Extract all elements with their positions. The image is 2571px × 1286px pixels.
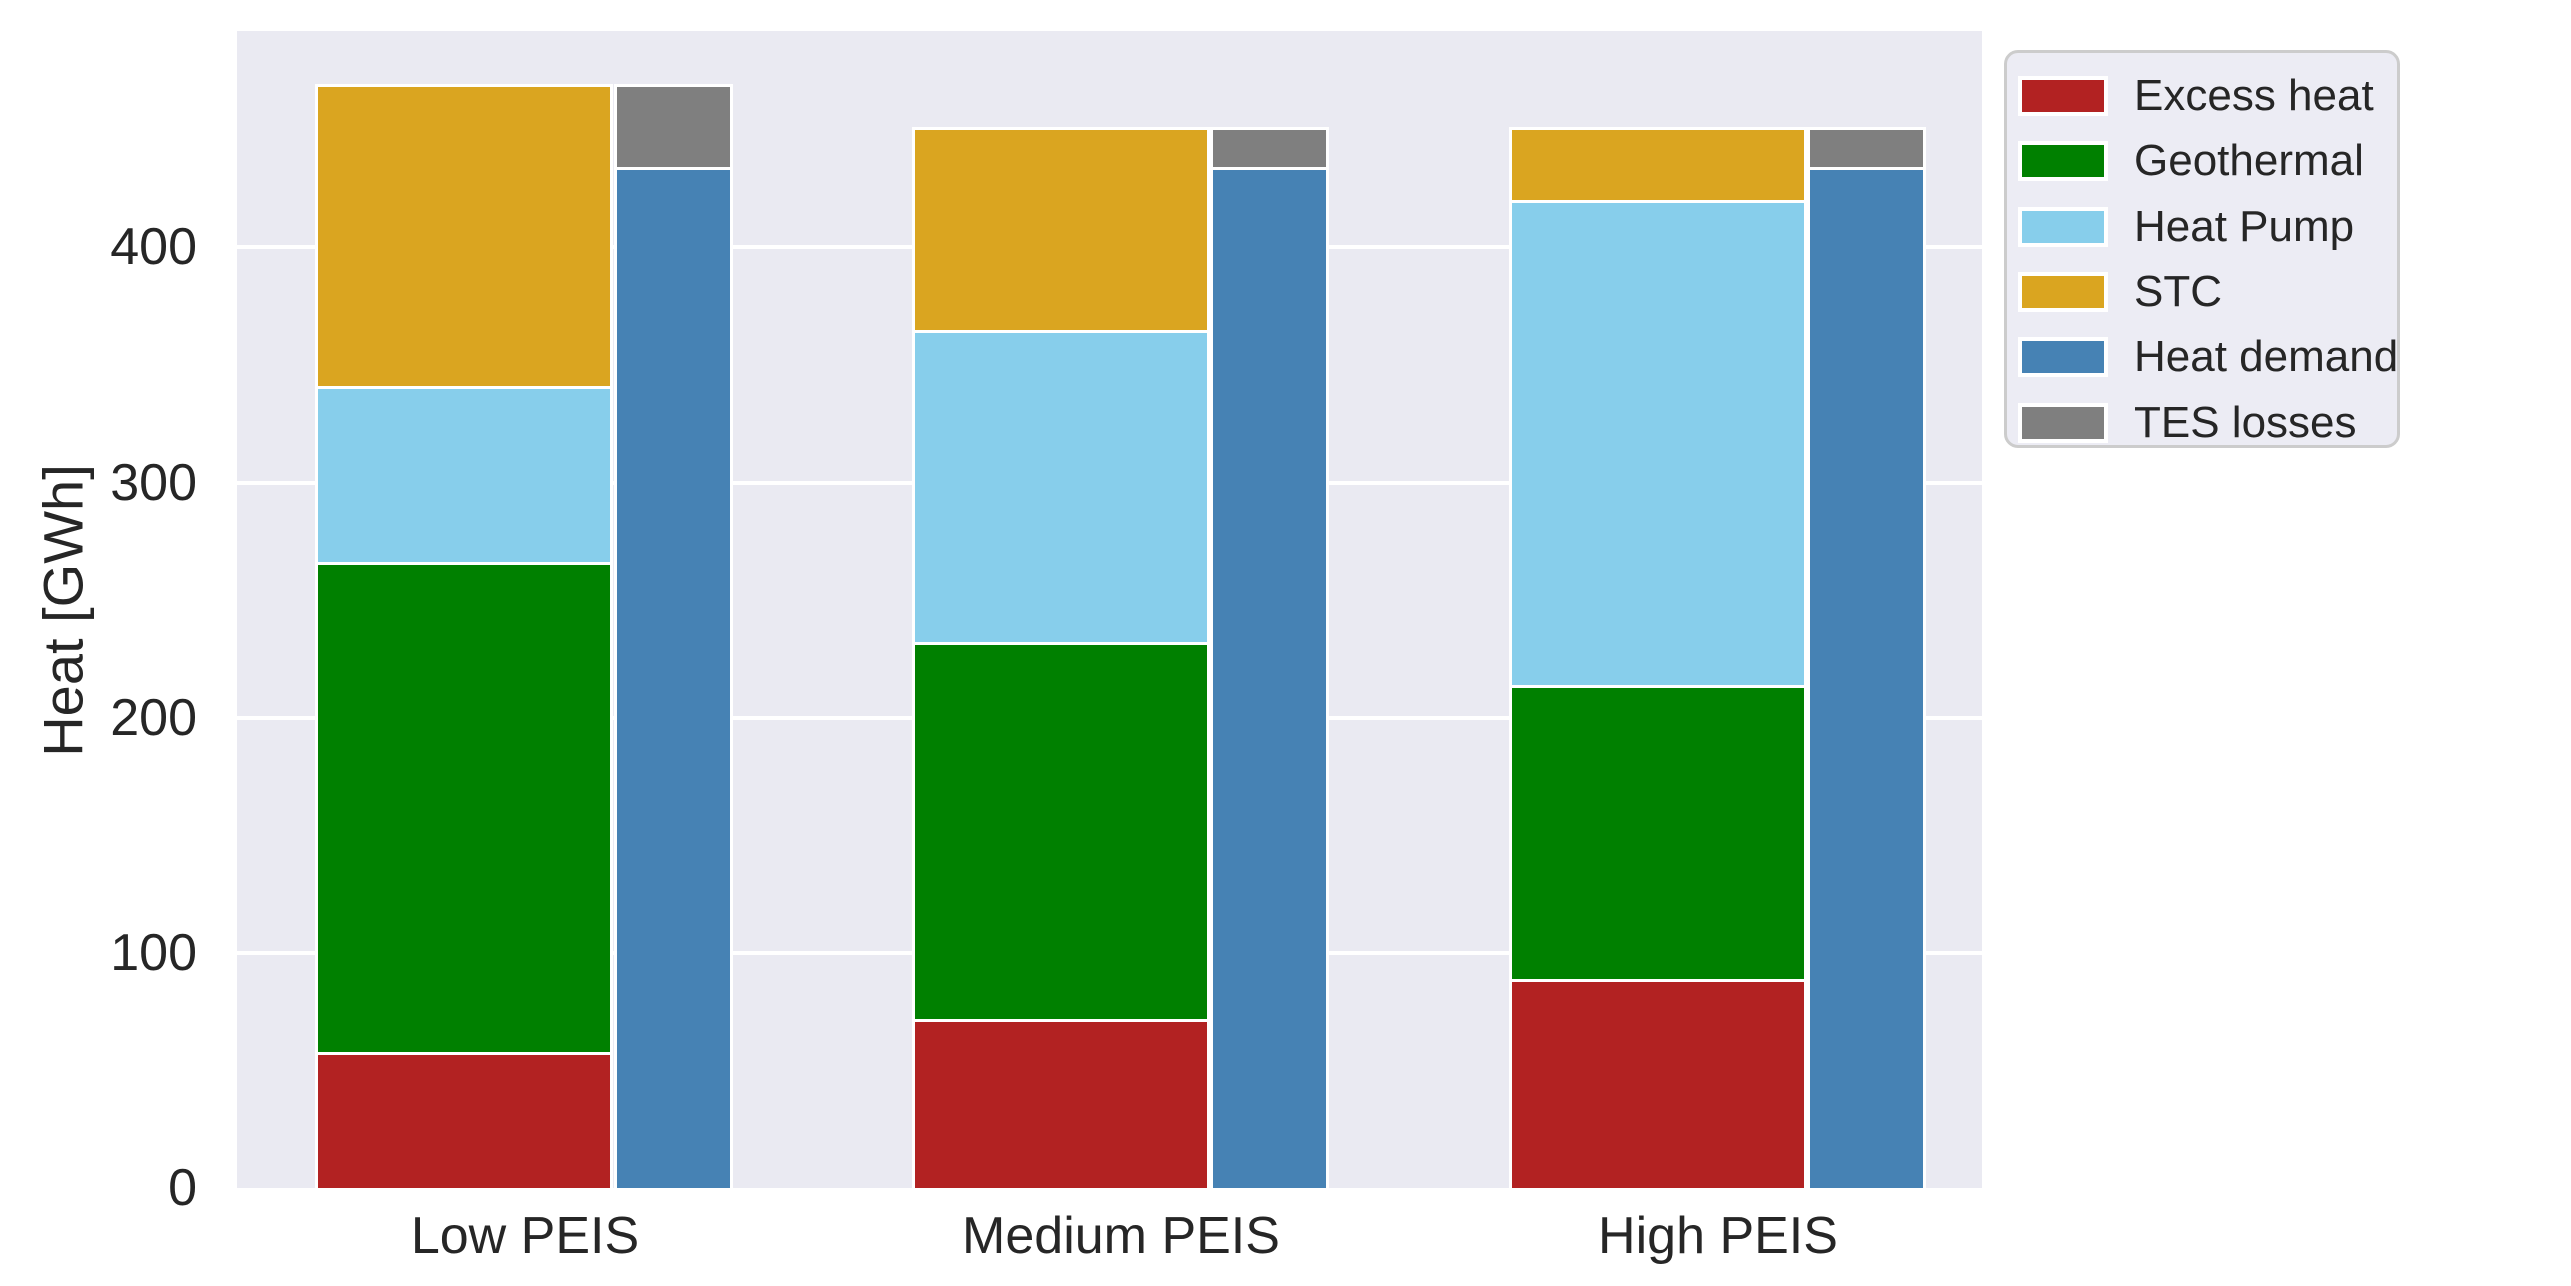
bar-excess-heat-medium-peis (912, 1015, 1210, 1191)
legend-swatch-heat-demand (2018, 337, 2108, 378)
legend-item-heat-pump: Heat Pump (2007, 194, 2397, 260)
x-tick-label-high-peis: High PEIS (1598, 1207, 1838, 1265)
legend-swatch-stc (2018, 271, 2108, 312)
legend-label: Geothermal (2134, 136, 2364, 186)
bar-geothermal-high-peis (1509, 681, 1807, 982)
bar-stc-high-peis (1509, 126, 1807, 204)
bar-heat-demand-high-peis (1807, 164, 1926, 1191)
legend-swatch-tes-losses (2018, 402, 2108, 443)
bar-excess-heat-high-peis (1509, 975, 1807, 1191)
legend-item-stc: STC (2007, 259, 2397, 325)
bar-geothermal-medium-peis (912, 639, 1210, 1022)
plot-area (237, 31, 1982, 1191)
bar-tes-losses-high-peis (1807, 126, 1926, 171)
bar-tes-losses-medium-peis (1210, 126, 1329, 171)
x-tick-label-low-peis: Low PEIS (410, 1207, 640, 1265)
legend-label: TES losses (2134, 397, 2357, 447)
y-tick-label-300: 300 (110, 453, 197, 512)
bar-stc-low-peis (315, 84, 613, 390)
bar-heat-pump-low-peis (315, 383, 613, 566)
legend-swatch-excess-heat (2018, 76, 2108, 116)
legend-item-geothermal: Geothermal (2007, 128, 2397, 194)
x-tick-label-medium-peis: Medium PEIS (962, 1207, 1280, 1265)
y-tick-label-200: 200 (110, 688, 197, 747)
y-tick-label-0: 0 (168, 1159, 197, 1217)
legend-label: STC (2134, 266, 2222, 316)
y-tick-label-400: 400 (110, 218, 197, 277)
legend-box: Excess heat Geothermal Heat Pump STC Heat de… (2004, 50, 2400, 448)
bar-heat-pump-high-peis (1509, 197, 1807, 688)
y-axis-label: Heat [GWh] (31, 464, 95, 757)
bar-heat-pump-medium-peis (912, 326, 1210, 646)
bar-stc-medium-peis (912, 126, 1210, 333)
legend-swatch-geothermal (2018, 141, 2108, 182)
legend-label: Excess heat (2134, 71, 2374, 120)
legend-label: Heat demand (2134, 332, 2399, 382)
legend-swatch-heat-pump (2018, 206, 2108, 247)
bar-geothermal-low-peis (315, 559, 613, 1055)
bar-tes-losses-low-peis (614, 84, 733, 171)
bar-excess-heat-low-peis (315, 1048, 613, 1191)
legend-item-excess-heat: Excess heat (2007, 63, 2397, 129)
legend-item-tes-losses: TES losses (2007, 390, 2397, 456)
legend-item-heat-demand: Heat demand (2007, 324, 2399, 390)
bar-heat-demand-medium-peis (1210, 164, 1329, 1191)
bar-heat-demand-low-peis (614, 164, 733, 1191)
legend-label: Heat Pump (2134, 201, 2355, 251)
y-tick-label-100: 100 (110, 923, 197, 982)
